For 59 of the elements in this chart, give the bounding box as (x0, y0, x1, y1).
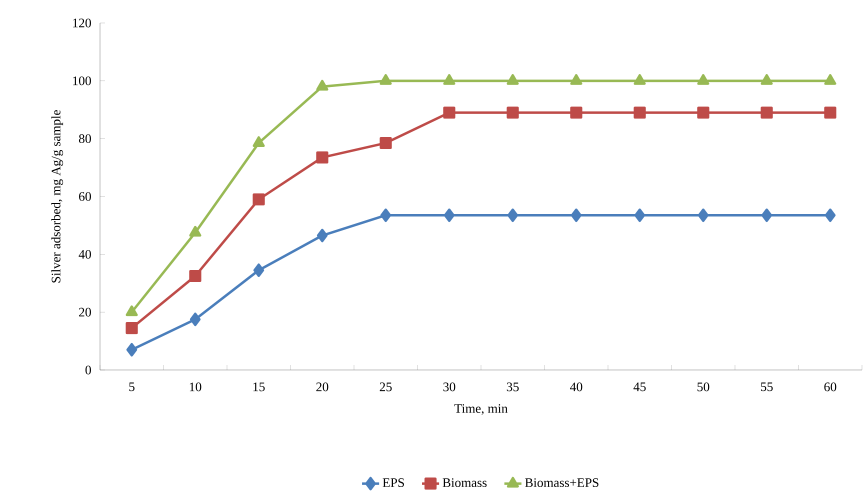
point (824, 74, 836, 85)
y-tick-label: 100 (73, 76, 91, 86)
point (380, 74, 392, 85)
point (443, 74, 456, 85)
legend-label: Biomass (442, 478, 487, 488)
point (570, 208, 582, 222)
point (316, 151, 328, 164)
x-tick-label: 35 (506, 382, 519, 392)
x-tick-label: 55 (761, 382, 773, 392)
point (634, 106, 646, 119)
point (316, 228, 328, 242)
point (444, 208, 455, 222)
x-tick-label: 50 (698, 382, 710, 392)
point (824, 208, 836, 222)
y-tick-label: 40 (78, 250, 91, 259)
x-tick-label: 40 (570, 382, 582, 392)
legend-label: Biomass+EPS (525, 478, 598, 488)
point (634, 74, 646, 85)
x-tick-label: 15 (253, 382, 265, 392)
point (697, 106, 710, 119)
y-tick-label: 20 (79, 308, 91, 317)
point (761, 208, 772, 222)
x-axis-title: Time, min (454, 404, 508, 415)
point (380, 136, 392, 150)
x-tick-label: 45 (634, 382, 646, 392)
point (252, 136, 265, 147)
point (824, 106, 836, 119)
point (507, 208, 518, 222)
point (698, 208, 709, 222)
point (316, 80, 328, 91)
point (380, 208, 392, 222)
point (634, 208, 646, 222)
point (760, 106, 773, 119)
point (760, 74, 773, 85)
legend-label: EPS (382, 478, 404, 488)
x-tick-label: 20 (316, 382, 328, 392)
point (252, 193, 265, 206)
point (126, 322, 138, 334)
point (190, 312, 201, 326)
x-tick-label: 25 (380, 382, 392, 392)
y-tick-label: 60 (79, 192, 91, 201)
x-tick-label: 5 (129, 382, 134, 392)
point (506, 74, 519, 85)
point (506, 106, 519, 119)
point (189, 270, 202, 282)
point (570, 74, 582, 85)
x-tick-label: 60 (824, 382, 836, 392)
point (443, 106, 456, 119)
y-tick-label: 120 (73, 18, 91, 28)
x-tick-label: 30 (443, 382, 456, 392)
point (253, 263, 264, 277)
point (189, 226, 202, 237)
point (126, 342, 138, 356)
x-tick-label: 10 (190, 382, 202, 392)
y-tick-label: 0 (85, 366, 91, 374)
y-tick-label: 80 (78, 134, 91, 144)
point (570, 106, 582, 119)
y-axis-title: Silver adsorbed, mg Ag/g sample (51, 110, 64, 282)
point (697, 74, 710, 85)
